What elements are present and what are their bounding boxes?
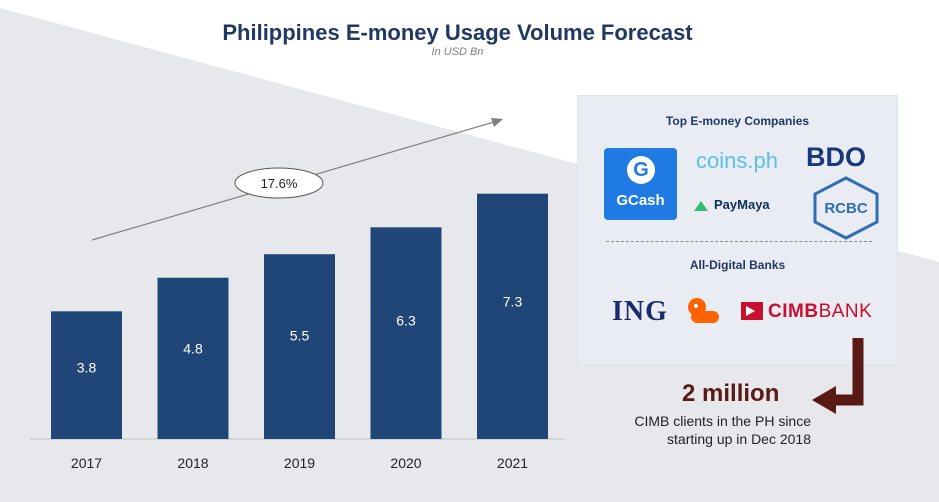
callout-number: 2 million: [682, 380, 780, 407]
bar-2020: [370, 227, 442, 439]
banks-heading: All-Digital Banks: [689, 258, 786, 272]
bar-2018: [157, 277, 229, 439]
page-subtitle: In USD Bn: [431, 46, 484, 58]
bar-value-label-2021: 7.3: [503, 294, 523, 310]
gcash-mark: G: [627, 156, 655, 184]
cimb-icon: [741, 302, 763, 320]
companies-panel: Top E-money Companies G GCash coins.ph B…: [577, 95, 898, 365]
page-title: Philippines E-money Usage Volume Forecas…: [222, 20, 693, 45]
bar-value-label-2018: 4.8: [183, 341, 203, 357]
ing-lion-icon: [688, 298, 719, 323]
gcash-logo: G GCash: [604, 148, 677, 220]
cimb-bold-text: CIMB: [768, 301, 819, 322]
x-tick-label-2020: 2020: [390, 455, 421, 471]
bdo-logo-text: BDO: [806, 142, 866, 172]
bar-value-label-2019: 5.5: [290, 328, 310, 344]
rcbc-logo: RCBC: [824, 200, 868, 217]
coins-ph-logo: coins.ph: [696, 148, 778, 173]
bar-2017: [51, 311, 122, 439]
bar-value-label-2017: 3.8: [77, 359, 97, 375]
rcbc-hexagon-icon: [813, 176, 879, 240]
bdo-logo: BDO: [806, 142, 866, 173]
paymaya-icon: [694, 201, 708, 211]
x-tick-label-2018: 2018: [177, 455, 208, 471]
bar-2021: [477, 193, 548, 439]
x-tick-label-2019: 2019: [284, 455, 315, 471]
callout-line-2: starting up in Dec 2018: [667, 431, 811, 447]
bar-2019: [264, 254, 335, 439]
panel-divider: [606, 241, 872, 242]
x-tick-label-2017: 2017: [71, 455, 102, 471]
gcash-label: GCash: [616, 192, 665, 209]
growth-label: 17.6%: [261, 176, 298, 191]
paymaya-logo: PayMaya: [714, 197, 770, 212]
bar-value-label-2020: 6.3: [396, 312, 416, 328]
companies-heading: Top E-money Companies: [665, 114, 810, 128]
x-tick-label-2021: 2021: [497, 455, 528, 471]
growth-arrow-head: [491, 118, 503, 127]
cimb-bank-logo: CIMBBANK: [768, 301, 872, 323]
ing-logo: ING: [612, 296, 668, 327]
callout-caption: CIMB clients in the PH since starting up…: [634, 412, 811, 448]
callout-line-1: CIMB clients in the PH since: [634, 413, 811, 429]
growth-bubble: [234, 167, 324, 199]
cimb-bank-text: BANK: [818, 301, 873, 322]
